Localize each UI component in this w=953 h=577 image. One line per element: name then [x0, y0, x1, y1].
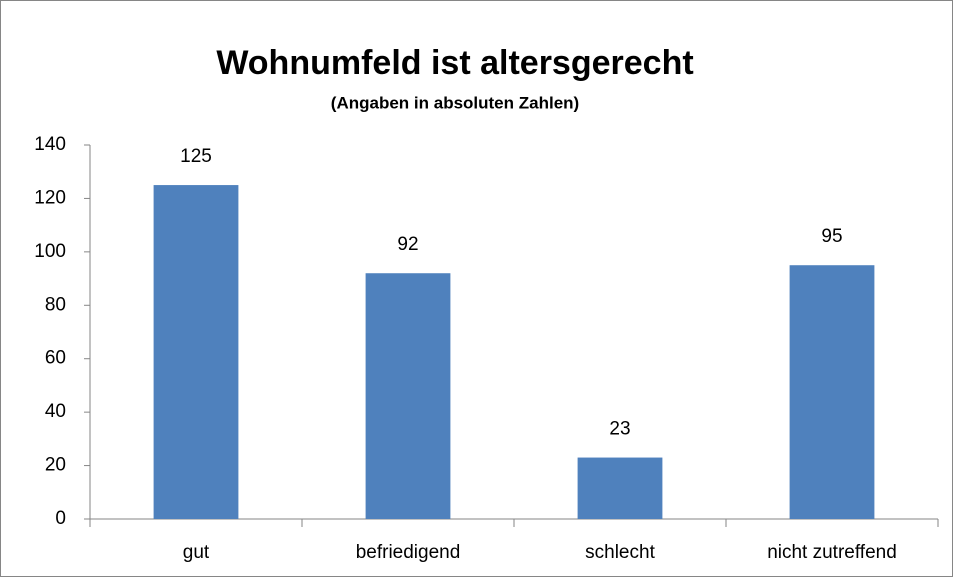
bar — [577, 457, 663, 519]
data-label: 23 — [609, 419, 630, 440]
y-tick-label: 120 — [34, 187, 66, 208]
chart-subtitle: (Angaben in absoluten Zahlen) — [331, 93, 579, 112]
bar — [153, 185, 239, 520]
data-label: 125 — [180, 146, 212, 167]
x-tick-label: schlecht — [585, 542, 655, 563]
data-label: 92 — [397, 234, 418, 255]
x-tick-label: befriedigend — [356, 542, 461, 563]
bar — [365, 273, 451, 519]
y-tick-label: 60 — [45, 348, 66, 369]
y-tick-label: 80 — [45, 294, 66, 315]
y-tick-label: 40 — [45, 401, 66, 422]
y-tick-label: 20 — [45, 455, 66, 476]
y-tick-label: 100 — [34, 241, 66, 262]
bar — [789, 265, 875, 519]
x-tick-label: gut — [183, 542, 210, 563]
y-tick-label: 0 — [55, 508, 66, 529]
y-tick-label: 140 — [34, 134, 66, 155]
chart-title: Wohnumfeld ist altersgerecht — [216, 44, 693, 82]
data-label: 95 — [821, 226, 842, 247]
x-tick-label: nicht zutreffend — [767, 542, 897, 563]
